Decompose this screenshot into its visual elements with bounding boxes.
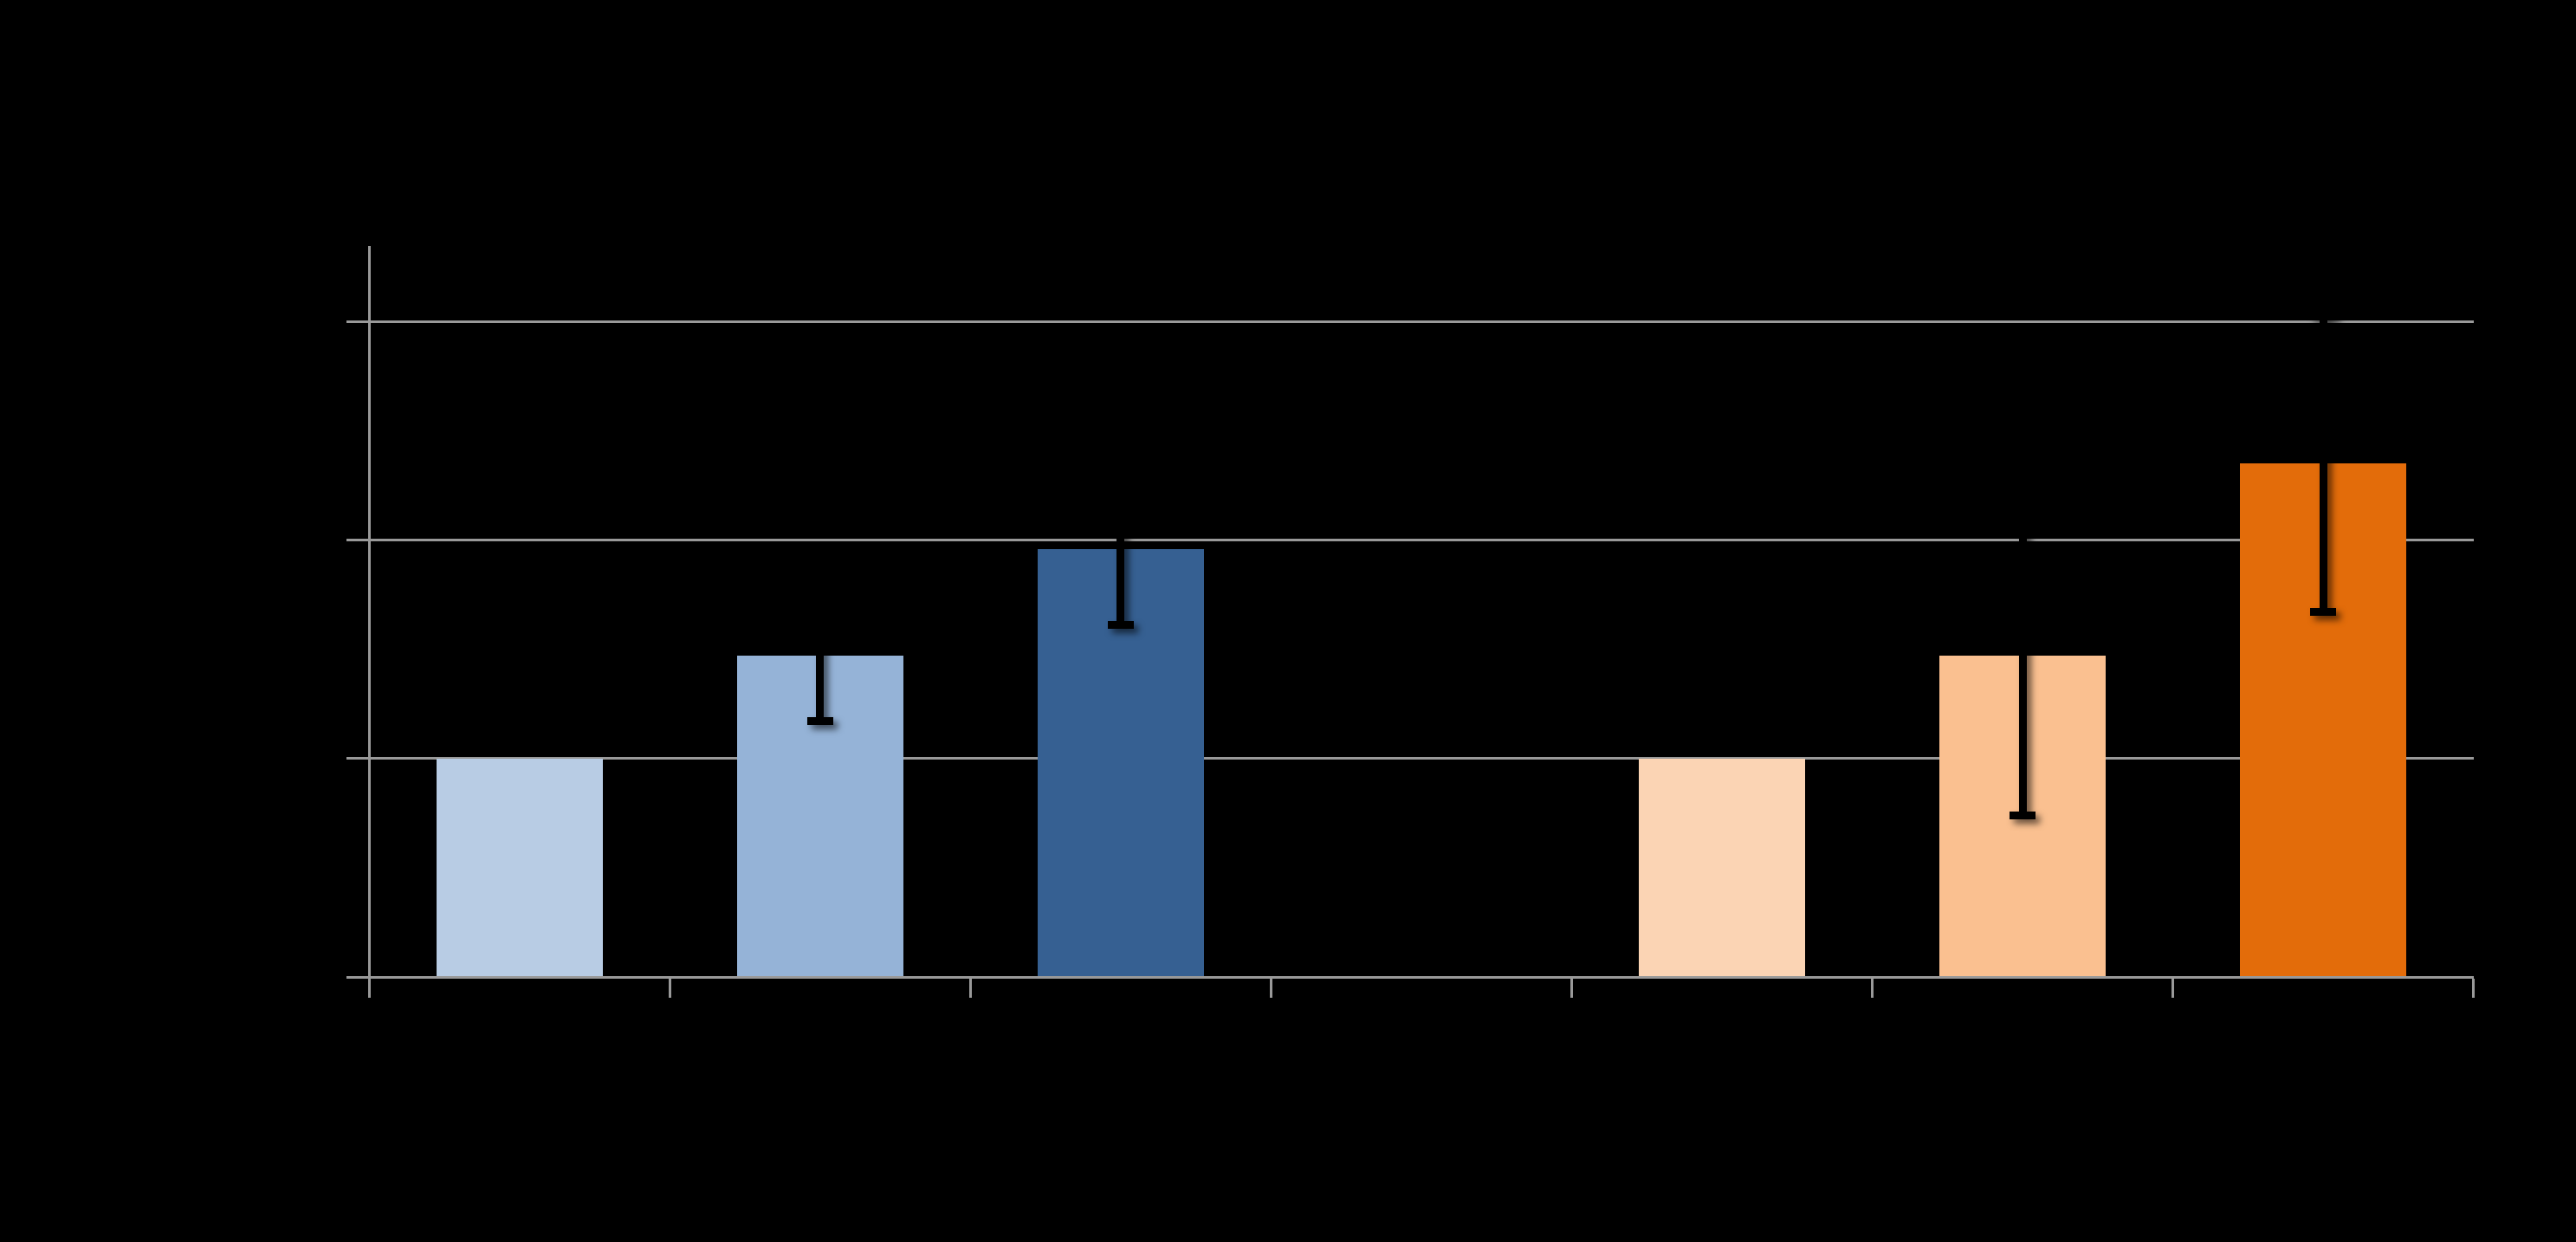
gridline-y1 xyxy=(346,757,2474,760)
gridline-y2 xyxy=(346,539,2474,542)
error-cap-top xyxy=(2310,311,2337,320)
x-axis-tick-1 xyxy=(668,978,671,998)
x-axis-tick-3 xyxy=(1269,978,1272,998)
error-cap-top xyxy=(806,586,833,595)
x-axis-tick-5 xyxy=(1871,978,1874,998)
bar-slot-1 xyxy=(436,758,603,977)
bar-slot-5 xyxy=(1639,758,1806,977)
error-cap-bottom xyxy=(2010,811,2036,819)
error-cap-bottom xyxy=(1107,621,1134,630)
error-cap-top xyxy=(1107,468,1134,476)
error-cap-bottom xyxy=(2310,608,2337,617)
y-axis-line xyxy=(367,246,371,998)
x-axis-tick-4 xyxy=(1570,978,1574,998)
x-axis-tick-7 xyxy=(2472,978,2476,998)
error-whisker xyxy=(1116,472,1125,625)
gridline-y3 xyxy=(346,320,2474,323)
x-axis-tick-2 xyxy=(968,978,972,998)
error-cap-bottom xyxy=(806,717,833,726)
x-axis-line xyxy=(346,975,2474,979)
error-whisker xyxy=(816,590,825,721)
error-cap-top xyxy=(2010,492,2036,501)
error-whisker xyxy=(2018,496,2027,816)
x-axis-tick-6 xyxy=(2171,978,2175,998)
error-whisker xyxy=(2319,314,2327,612)
